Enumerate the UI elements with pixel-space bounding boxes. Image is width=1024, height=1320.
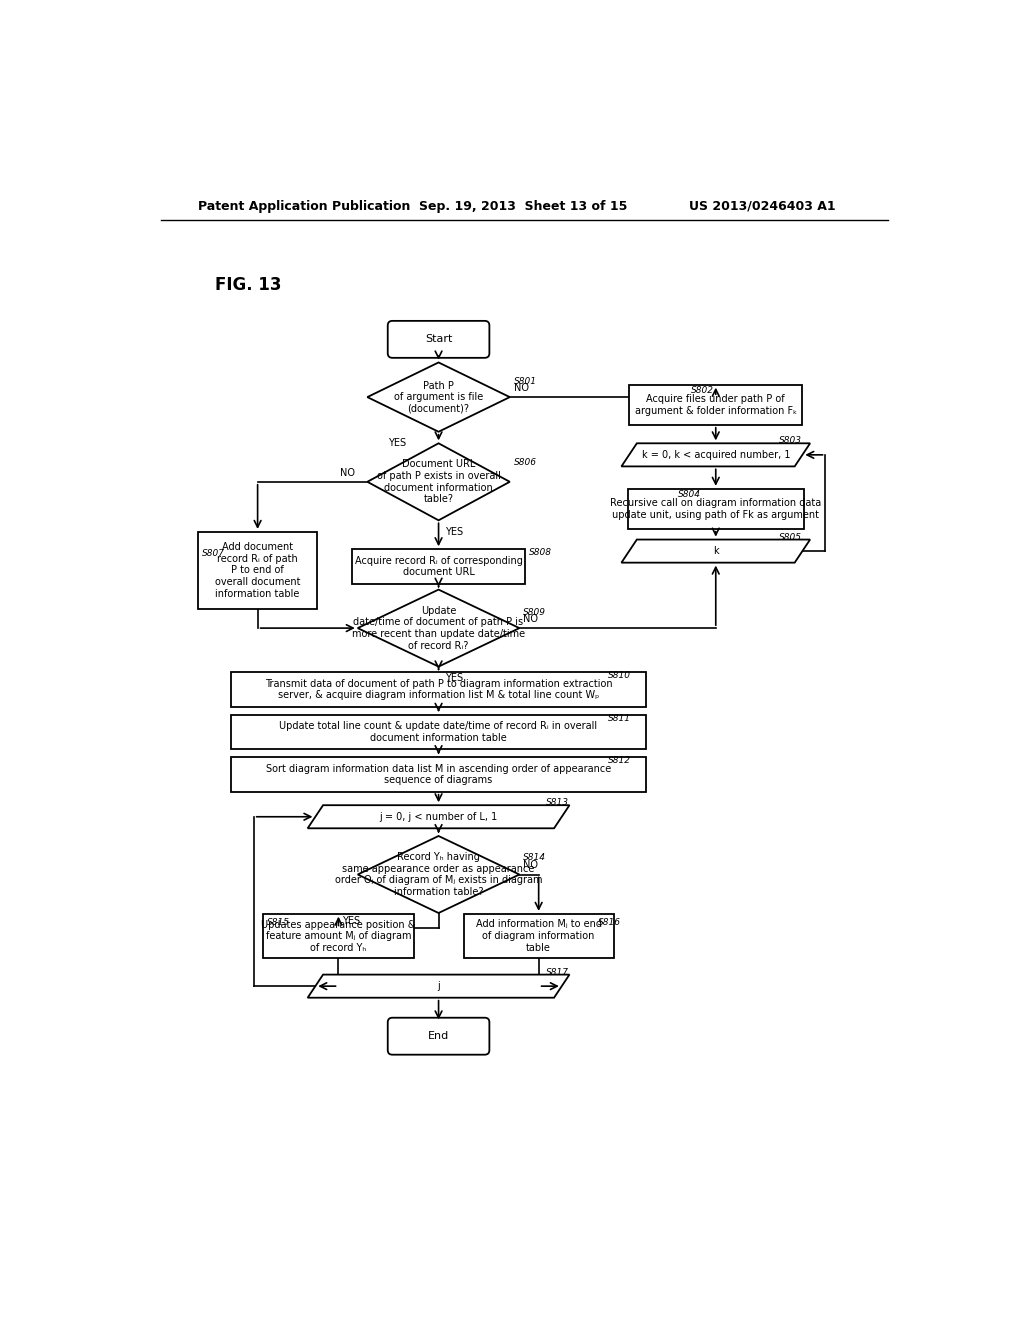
Text: Patent Application Publication: Patent Application Publication	[199, 199, 411, 213]
Text: Recursive call on diagram information data
update unit, using path of Fk as argu: Recursive call on diagram information da…	[610, 498, 821, 520]
Polygon shape	[357, 590, 519, 667]
Polygon shape	[307, 805, 569, 829]
Bar	[629, 385, 803, 425]
Text: S802: S802	[691, 387, 714, 396]
Text: k = 0, k < acquired number, 1: k = 0, k < acquired number, 1	[641, 450, 790, 459]
Bar	[352, 549, 525, 583]
Text: S801: S801	[514, 378, 537, 387]
Polygon shape	[622, 444, 810, 466]
Text: Sort diagram information data list M in ascending order of appearance
sequence o: Sort diagram information data list M in …	[266, 763, 611, 785]
Text: k: k	[713, 546, 719, 556]
Text: Path P
of argument is file
(document)?: Path P of argument is file (document)?	[394, 380, 483, 413]
Bar	[230, 714, 646, 750]
Text: NO: NO	[523, 861, 539, 870]
FancyBboxPatch shape	[388, 1018, 489, 1055]
Text: NO: NO	[340, 467, 355, 478]
Text: End: End	[428, 1031, 450, 1041]
Text: S803: S803	[779, 437, 802, 445]
Text: YES: YES	[342, 916, 360, 925]
Polygon shape	[622, 540, 810, 562]
Text: Updates appearance position &
feature amount Mⱼ of diagram
of record Yₕ: Updates appearance position & feature am…	[261, 920, 416, 953]
Text: Acquire files under path P of
argument & folder information Fₖ: Acquire files under path P of argument &…	[635, 393, 797, 416]
Text: S814: S814	[523, 853, 546, 862]
Text: Sep. 19, 2013  Sheet 13 of 15: Sep. 19, 2013 Sheet 13 of 15	[419, 199, 628, 213]
Text: NO: NO	[514, 383, 528, 393]
Text: Update
date/time of document of path P is
more recent than update date/time
of r: Update date/time of document of path P i…	[352, 606, 525, 651]
Text: S807: S807	[202, 549, 225, 558]
Text: S808: S808	[529, 548, 552, 557]
Text: S817: S817	[547, 968, 569, 977]
Polygon shape	[307, 974, 569, 998]
Text: S813: S813	[547, 799, 569, 808]
Text: US 2013/0246403 A1: US 2013/0246403 A1	[689, 199, 836, 213]
Text: S804: S804	[678, 491, 701, 499]
Text: j: j	[437, 981, 440, 991]
Text: S810: S810	[608, 672, 631, 680]
FancyBboxPatch shape	[388, 321, 489, 358]
Text: S816: S816	[598, 917, 622, 927]
Text: Acquire record Rᵢ of corresponding
document URL: Acquire record Rᵢ of corresponding docum…	[354, 556, 522, 577]
Text: Record Yₕ having
same appearance order as appearance
order Oⱼ of diagram of Mⱼ e: Record Yₕ having same appearance order a…	[335, 853, 543, 896]
Text: FIG. 13: FIG. 13	[215, 276, 282, 294]
Text: S805: S805	[779, 533, 802, 541]
Text: YES: YES	[444, 673, 463, 684]
Polygon shape	[368, 363, 510, 432]
Text: Add information Mⱼ to end
of diagram information
table: Add information Mⱼ to end of diagram inf…	[476, 920, 602, 953]
Bar	[230, 672, 646, 708]
Text: S812: S812	[608, 756, 631, 766]
Text: NO: NO	[523, 614, 539, 624]
Text: YES: YES	[388, 438, 407, 449]
Text: YES: YES	[444, 527, 463, 537]
Text: S811: S811	[608, 714, 631, 722]
Polygon shape	[357, 836, 519, 913]
Bar	[464, 913, 613, 958]
Bar	[230, 758, 646, 792]
Text: S815: S815	[267, 917, 290, 927]
Text: S809: S809	[523, 609, 546, 618]
Bar	[628, 488, 804, 529]
Text: Update total line count & update date/time of record Rᵢ in overall
document info: Update total line count & update date/ti…	[280, 721, 598, 743]
Text: Transmit data of document of path P to diagram information extraction
server, & : Transmit data of document of path P to d…	[265, 678, 612, 701]
Bar	[263, 913, 414, 958]
Bar	[198, 532, 317, 609]
Text: Document URL
of path P exists in overall
document information
table?: Document URL of path P exists in overall…	[377, 459, 501, 504]
Text: Add document
record Rᵢ of path
P to end of
overall document
information table: Add document record Rᵢ of path P to end …	[215, 543, 300, 598]
Polygon shape	[368, 444, 510, 520]
Text: S806: S806	[514, 458, 537, 467]
Text: j = 0, j < number of L, 1: j = 0, j < number of L, 1	[380, 812, 498, 822]
Text: Start: Start	[425, 334, 453, 345]
